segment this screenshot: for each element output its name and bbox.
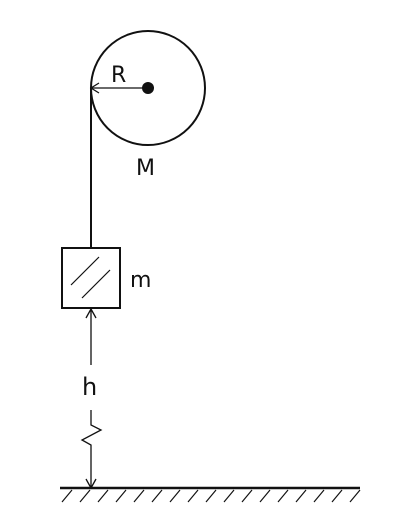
block-hatch-2: [81, 269, 111, 299]
block-hatch-1: [70, 256, 100, 286]
height-arrowhead-top: [85, 307, 97, 319]
block: m: [61, 247, 151, 309]
height-break-zigzag: [80, 410, 103, 488]
radius-label: R: [111, 63, 126, 88]
pulley: R M: [89, 30, 206, 181]
pulley-mass-label: M: [136, 156, 155, 181]
ground: [60, 486, 361, 503]
height-dimension: h: [80, 307, 103, 490]
pulley-axle: [142, 82, 154, 94]
block-mass-label: m: [130, 268, 151, 293]
block-body: [61, 247, 121, 309]
ground-hatching: [61, 489, 361, 503]
height-label: h: [82, 373, 97, 401]
